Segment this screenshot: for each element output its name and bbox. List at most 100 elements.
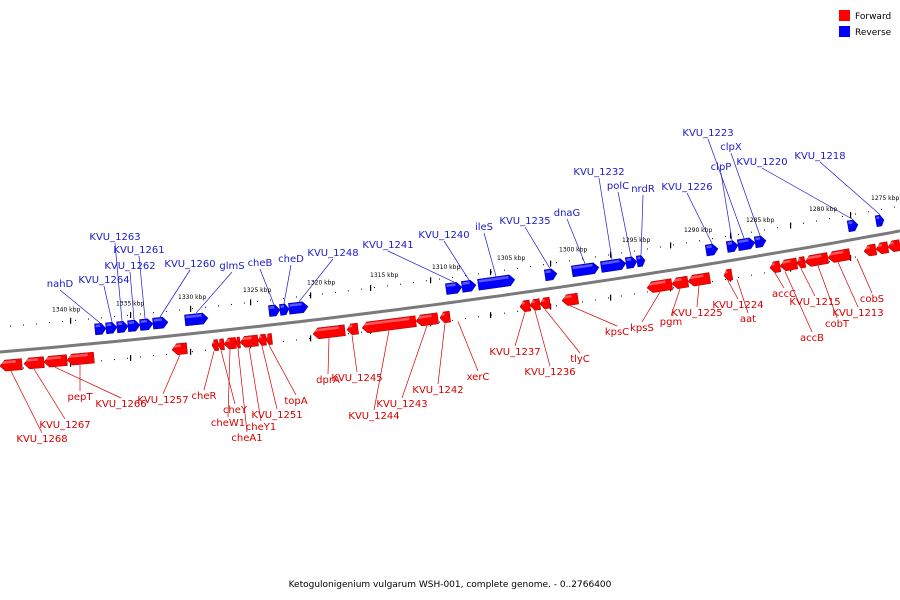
- forward-label-cheY[interactable]: cheY: [223, 405, 248, 416]
- reverse-label-KVU_1235[interactable]: KVU_1235: [499, 216, 550, 227]
- forward-label-KVU_1236[interactable]: KVU_1236: [524, 367, 575, 378]
- forward-label-cheW1[interactable]: cheW1: [211, 418, 245, 429]
- gene-KVU_1248[interactable]: [288, 301, 309, 315]
- gene-KVU_1220[interactable]: [846, 219, 859, 233]
- forward-label-KVU_1267[interactable]: KVU_1267: [39, 420, 90, 431]
- reverse-label-cheD[interactable]: cheD: [278, 254, 304, 265]
- gene-ileS[interactable]: [477, 274, 516, 291]
- forward-label-KVU_1224[interactable]: KVU_1224: [712, 300, 763, 311]
- forward-label-xerC[interactable]: xerC: [467, 372, 490, 383]
- forward-label-cobS[interactable]: cobS: [860, 294, 884, 305]
- gene-KVU_1245[interactable]: [361, 315, 417, 334]
- reverse-label-KVU_1232[interactable]: KVU_1232: [573, 167, 624, 178]
- forward-label-dprA[interactable]: dprA: [316, 375, 340, 386]
- reverse-label-KVU_1262[interactable]: KVU_1262: [104, 261, 155, 272]
- reverse-label-dnaG[interactable]: dnaG: [554, 208, 581, 219]
- forward-label-cobT[interactable]: cobT: [825, 319, 850, 330]
- reverse-label-cheB[interactable]: cheB: [248, 258, 273, 269]
- reverse-label-KVU_1223[interactable]: KVU_1223: [682, 128, 733, 139]
- gene-KVU_1215[interactable]: [827, 248, 852, 264]
- gene-KVU_1261[interactable]: [139, 318, 154, 331]
- reverse-label-polC[interactable]: polC: [607, 181, 629, 192]
- reverse-label-KVU_1248[interactable]: KVU_1248: [307, 248, 358, 259]
- gene-KVU_1224[interactable]: [769, 260, 782, 274]
- gene-cheY[interactable]: [223, 337, 237, 350]
- forward-label-kpsC[interactable]: kpsC: [605, 327, 629, 338]
- gene-pepT[interactable]: [171, 342, 188, 356]
- forward-label-kpsS[interactable]: kpsS: [630, 323, 654, 334]
- gene-cheD[interactable]: [279, 303, 290, 316]
- reverse-label-KVU_1264[interactable]: KVU_1264: [78, 275, 129, 286]
- gene-topA[interactable]: [312, 324, 346, 340]
- gene-accC[interactable]: [796, 256, 807, 269]
- reverse-label-clpX[interactable]: clpX: [720, 142, 742, 153]
- reverse-label-KVU_1218[interactable]: KVU_1218: [794, 151, 845, 162]
- gene-cobT[interactable]: [863, 243, 878, 257]
- gene-dprA[interactable]: [346, 322, 359, 336]
- gene-clpP[interactable]: [725, 240, 739, 253]
- gene-cheB[interactable]: [268, 304, 281, 317]
- reverse-label-KVU_1240[interactable]: KVU_1240: [418, 230, 469, 241]
- gene-glmS[interactable]: [184, 312, 209, 327]
- forward-label-KVU_1251[interactable]: KVU_1251: [251, 410, 302, 421]
- forward-label-pgm[interactable]: pgm: [660, 317, 682, 328]
- gene-KVU_1251[interactable]: [265, 333, 273, 345]
- gene-cheY1[interactable]: [257, 333, 267, 346]
- forward-label-pepT[interactable]: pepT: [68, 392, 94, 403]
- forward-label-KVU_1225[interactable]: KVU_1225: [671, 308, 722, 319]
- gene-KVU_1236[interactable]: [561, 292, 580, 306]
- gene-KVU_1232[interactable]: [600, 258, 627, 273]
- gene-aat[interactable]: [779, 257, 799, 272]
- gene-pgm[interactable]: [687, 272, 712, 287]
- gene-polC[interactable]: [624, 256, 638, 269]
- gene-KVU_1237[interactable]: [539, 296, 552, 310]
- gene-KVU_1262[interactable]: [127, 319, 141, 332]
- forward-label-aat[interactable]: aat: [740, 314, 756, 325]
- gene-KVU_1264[interactable]: [105, 321, 118, 335]
- forward-label-KVU_1243[interactable]: KVU_1243: [376, 399, 427, 410]
- forward-label-cheA1[interactable]: cheA1: [231, 433, 262, 444]
- gene-KVU_1225[interactable]: [723, 268, 734, 281]
- forward-label-KVU_1266[interactable]: KVU_1266: [95, 399, 146, 410]
- gene-tlyC[interactable]: [646, 278, 673, 294]
- forward-label-accC[interactable]: accC: [772, 289, 796, 300]
- reverse-label-nrdR[interactable]: nrdR: [631, 184, 655, 195]
- reverse-label-glmS[interactable]: glmS: [219, 261, 244, 272]
- forward-label-KVU_1268[interactable]: KVU_1268: [16, 434, 67, 445]
- forward-label-topA[interactable]: topA: [284, 396, 307, 407]
- gene-KVU_1260[interactable]: [152, 316, 169, 330]
- forward-label-KVU_1245[interactable]: KVU_1245: [331, 373, 382, 384]
- gene-xerC[interactable]: [529, 298, 542, 311]
- gene-cheA1[interactable]: [239, 334, 259, 348]
- forward-label-KVU_1257[interactable]: KVU_1257: [137, 395, 188, 406]
- gene-KVU_1235[interactable]: [543, 268, 558, 282]
- reverse-label-KVU_1263[interactable]: KVU_1263: [89, 232, 140, 243]
- gene-dnaG[interactable]: [571, 262, 600, 278]
- gene-kpsC[interactable]: [671, 275, 690, 289]
- reverse-label-KVU_1220[interactable]: KVU_1220: [736, 157, 787, 168]
- gene-KVU_1268[interactable]: [0, 358, 23, 372]
- gene-KVU_1243[interactable]: [439, 310, 451, 324]
- forward-label-cheR[interactable]: cheR: [192, 391, 217, 402]
- forward-label-KVU_1213[interactable]: KVU_1213: [832, 308, 883, 319]
- gene-KVU_1265[interactable]: [66, 351, 95, 366]
- gene-accB[interactable]: [804, 252, 830, 268]
- reverse-label-KVU_1260[interactable]: KVU_1260: [164, 259, 215, 270]
- legend-item-reverse[interactable]: Reverse: [839, 26, 892, 38]
- forward-label-cheY1[interactable]: cheY1: [246, 422, 276, 433]
- forward-label-KVU_1215[interactable]: KVU_1215: [789, 297, 840, 308]
- reverse-label-ileS[interactable]: ileS: [475, 222, 493, 233]
- forward-label-KVU_1244[interactable]: KVU_1244: [348, 411, 399, 422]
- gene-cheW1[interactable]: [235, 336, 241, 349]
- gene-KVU_1263[interactable]: [116, 320, 129, 334]
- gene-clpX[interactable]: [753, 235, 767, 249]
- gene-KVU_1213[interactable]: [875, 241, 890, 255]
- gene-KVU_1242[interactable]: [519, 299, 532, 313]
- forward-label-KVU_1237[interactable]: KVU_1237: [489, 347, 540, 358]
- reverse-label-KVU_1226[interactable]: KVU_1226: [661, 182, 712, 193]
- reverse-label-nahD[interactable]: nahD: [47, 279, 74, 290]
- gene-KVU_1257[interactable]: [211, 339, 219, 351]
- gene-cobS[interactable]: [887, 239, 900, 253]
- gene-KVU_1240[interactable]: [461, 280, 477, 293]
- gene-nrdR[interactable]: [635, 255, 646, 268]
